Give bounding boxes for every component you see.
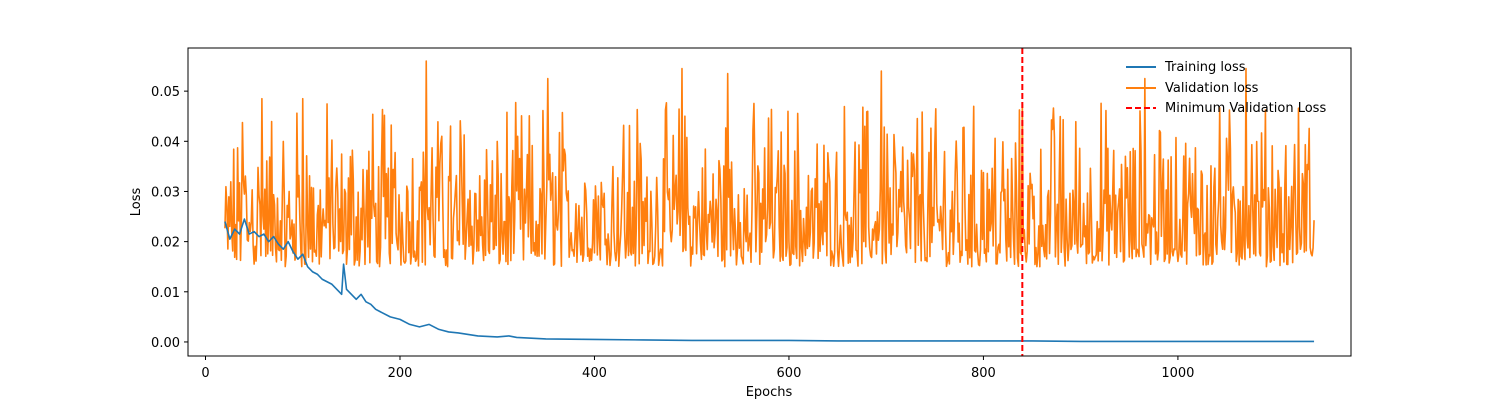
- training-loss-line: [224, 218, 1315, 343]
- x-tick-label: 800: [971, 366, 996, 381]
- y-tick-label: 0.05: [151, 85, 180, 100]
- x-axis-label: Epochs: [746, 385, 793, 400]
- y-tick-label: 0.02: [151, 236, 180, 251]
- x-tick-label: 1000: [1161, 366, 1194, 381]
- x-tick-label: 0: [201, 366, 209, 381]
- validation-loss-line: [224, 60, 1315, 268]
- legend-validation-label: Validation loss: [1165, 81, 1259, 96]
- x-tick-label: 200: [388, 366, 413, 381]
- legend-minimum-label: Minimum Validation Loss: [1165, 101, 1326, 116]
- x-tick-label: 400: [582, 366, 607, 381]
- legend-training-label: Training loss: [1164, 60, 1246, 75]
- x-tick-label: 600: [777, 366, 802, 381]
- y-tick-label: 0.01: [151, 286, 180, 301]
- y-tick-label: 0.04: [151, 135, 180, 150]
- y-tick-label: 0.03: [151, 185, 180, 200]
- y-axis-label: Loss: [129, 188, 144, 217]
- plot-frame: [187, 47, 1352, 357]
- legend: Training loss Validation loss Minimum Va…: [1126, 60, 1326, 116]
- y-tick-label: 0.00: [151, 336, 180, 351]
